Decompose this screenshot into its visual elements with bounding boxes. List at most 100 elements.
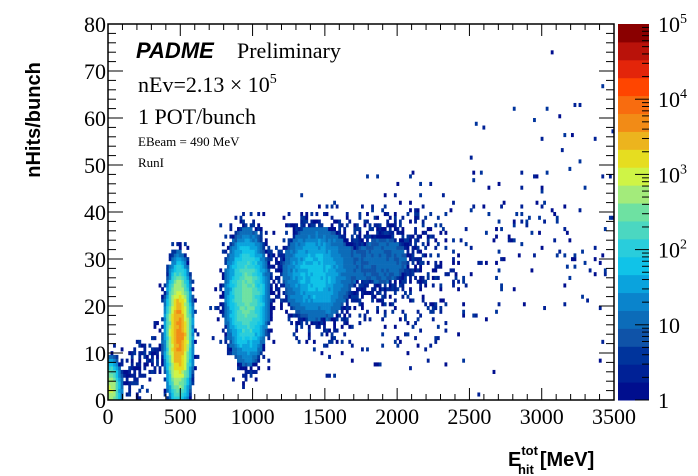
heatmap-cell <box>254 245 258 250</box>
heatmap-cell <box>257 336 261 341</box>
heatmap-cell <box>393 264 397 269</box>
heatmap-cell <box>168 324 172 329</box>
heatmap-cell <box>237 336 240 341</box>
heatmap-cell <box>244 230 248 235</box>
heatmap-cell <box>168 332 172 337</box>
heatmap-cell <box>325 268 329 273</box>
heatmap-cell <box>140 351 144 356</box>
heatmap-cell <box>158 366 162 371</box>
heatmap-cell <box>153 321 157 326</box>
heatmap-cell <box>249 343 253 348</box>
heatmap-cell <box>237 227 240 232</box>
heatmap-cell <box>611 215 615 220</box>
heatmap-cell <box>178 268 182 273</box>
heatmap-cell <box>181 339 185 344</box>
heatmap-cell <box>183 362 187 367</box>
heatmap-cell <box>393 249 397 254</box>
heatmap-cell <box>388 294 392 299</box>
heatmap-cell <box>264 313 268 318</box>
heatmap-cell <box>409 279 412 284</box>
heatmap-cell <box>221 328 225 333</box>
heatmap-cell <box>247 234 250 239</box>
heatmap-cell <box>401 287 405 292</box>
heatmap-cell <box>229 242 233 247</box>
heatmap-cell <box>249 212 253 217</box>
heatmap-cell <box>221 283 225 288</box>
heatmap-cell <box>176 388 180 393</box>
heatmap-cell <box>457 279 460 284</box>
heatmap-cell <box>244 253 248 258</box>
heatmap-cell <box>414 321 417 326</box>
heatmap-cell <box>345 290 349 296</box>
heatmap-cell <box>398 260 402 265</box>
heatmap-cell <box>224 294 228 299</box>
color-scale-step <box>618 167 649 186</box>
heatmap-cell <box>108 377 111 382</box>
heatmap-cell <box>317 272 321 277</box>
heatmap-cell <box>244 362 248 367</box>
heatmap-cell <box>219 223 223 228</box>
heatmap-cell <box>231 377 235 382</box>
heatmap-cell <box>130 351 134 356</box>
heatmap-cell <box>219 268 223 273</box>
heatmap-cell <box>401 279 405 284</box>
heatmap-cell <box>168 268 172 273</box>
heatmap-cell <box>355 275 359 280</box>
heatmap-cell <box>282 264 286 269</box>
heatmap-cell <box>231 302 235 307</box>
heatmap-cell <box>444 328 448 333</box>
heatmap-cell <box>274 275 278 280</box>
heatmap-cell <box>439 223 443 228</box>
heatmap-cell <box>434 260 438 265</box>
y-axis-title: nHits/bunch <box>23 62 45 178</box>
heatmap-cell <box>335 268 339 273</box>
heatmap-cell <box>578 102 582 108</box>
heatmap-cell <box>282 238 286 243</box>
heatmap-cell <box>156 362 159 367</box>
heatmap-cell <box>237 332 240 337</box>
heatmap-cell <box>376 306 380 311</box>
heatmap-cell <box>409 272 412 277</box>
heatmap-cell <box>183 290 187 296</box>
heatmap-cell <box>234 321 238 326</box>
heatmap-cell <box>130 358 134 363</box>
heatmap-cell <box>305 309 309 314</box>
heatmap-cell <box>393 287 397 292</box>
heatmap-cell <box>226 332 230 337</box>
x-axis-title-unit: [MeV] <box>540 449 594 471</box>
heatmap-cell <box>186 287 190 292</box>
heatmap-cell <box>138 358 142 363</box>
heatmap-cell <box>247 275 250 280</box>
heatmap-cell <box>178 283 182 288</box>
heatmap-cell <box>330 204 334 209</box>
heatmap-cell <box>330 272 334 277</box>
heatmap-cell <box>171 309 175 314</box>
heatmap-cell <box>305 227 309 232</box>
heatmap-cell <box>325 313 329 318</box>
heatmap-cell <box>191 339 195 344</box>
heatmap-cell <box>247 317 250 322</box>
heatmap-cell <box>535 174 539 179</box>
heatmap-cell <box>168 283 172 288</box>
heatmap-cell <box>305 339 309 344</box>
heatmap-cell <box>163 309 167 314</box>
heatmap-cell <box>307 298 311 303</box>
heatmap-cell <box>262 272 266 277</box>
color-scale-step <box>618 203 649 222</box>
heatmap-cell <box>335 230 339 235</box>
heatmap-cell <box>280 257 283 262</box>
heatmap-cell <box>323 275 326 280</box>
heatmap-cell <box>300 230 304 235</box>
heatmap-cell <box>145 362 149 367</box>
heatmap-cell <box>452 268 455 273</box>
heatmap-cell <box>237 309 240 314</box>
heatmap-cell <box>307 309 311 314</box>
heatmap-cell <box>302 275 306 280</box>
heatmap-cell <box>388 268 392 273</box>
heatmap-cell <box>264 302 268 307</box>
heatmap-cell <box>368 227 372 232</box>
heatmap-cell <box>133 347 137 352</box>
heatmap-cell <box>249 223 253 228</box>
heatmap-cell <box>178 347 182 352</box>
heatmap-cell <box>244 339 248 344</box>
